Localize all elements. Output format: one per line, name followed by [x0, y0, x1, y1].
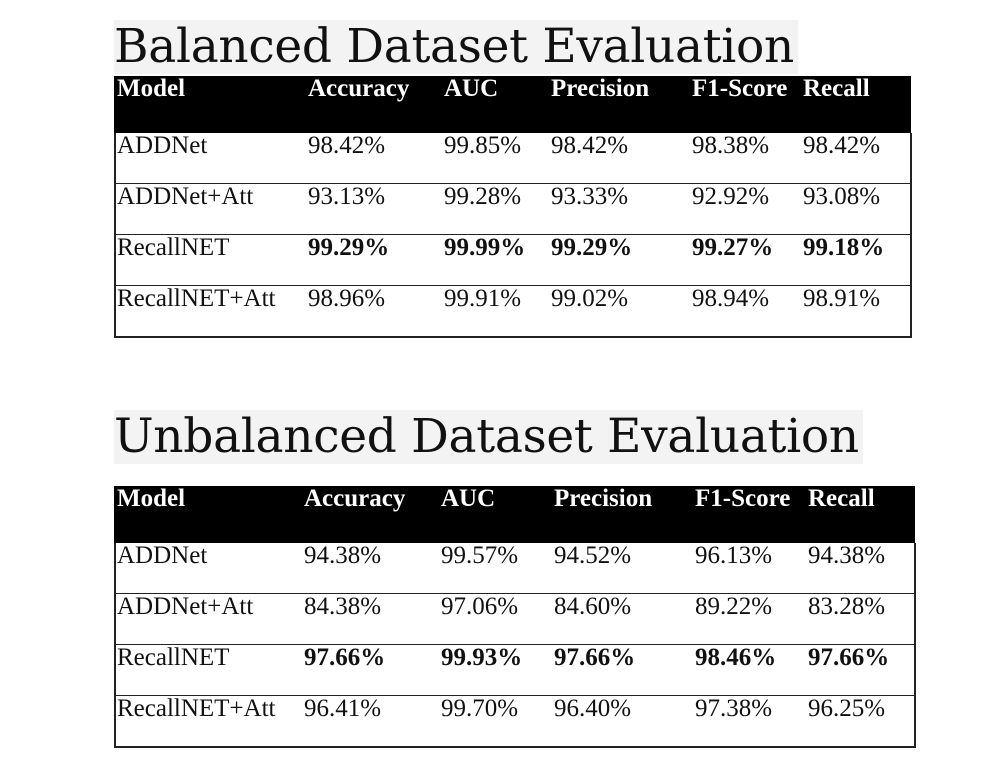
header-f1-score: F1-Score — [694, 486, 807, 543]
table-row: ADDNet 94.38% 99.57% 94.52% 96.13% 94.38… — [114, 542, 916, 594]
cell-precision: 97.66% — [553, 644, 694, 696]
cell-recall: 98.42% — [802, 133, 912, 184]
header-recall: Recall — [807, 486, 915, 543]
cell-precision: 93.33% — [550, 183, 691, 235]
cell-model: ADDNet — [114, 543, 303, 594]
cell-accuracy: 98.96% — [307, 285, 443, 338]
cell-auc: 99.28% — [443, 183, 550, 235]
cell-model: ADDNet — [114, 133, 307, 184]
cell-recall: 98.91% — [802, 285, 912, 338]
header-model: Model — [114, 76, 307, 133]
cell-auc: 99.99% — [443, 234, 550, 286]
cell-accuracy: 98.42% — [308, 132, 386, 159]
balanced-section-title: Balanced Dataset Evaluation — [114, 20, 799, 74]
header-accuracy: Accuracy — [307, 76, 443, 133]
cell-f1: 99.27% — [691, 234, 802, 286]
header-auc: AUC — [440, 486, 553, 543]
cell-recall: 94.38% — [807, 543, 916, 594]
cell-auc: 99.70% — [440, 695, 553, 748]
cell-f1: 96.13% — [695, 542, 773, 569]
unbalanced-evaluation-table: Model Accuracy AUC Precision F1-Score Re… — [114, 486, 916, 748]
table-header-row: Model Accuracy AUC Precision F1-Score Re… — [114, 76, 911, 133]
header-recall: Recall — [802, 76, 911, 133]
cell-precision: 99.29% — [550, 234, 691, 286]
cell-precision: 84.60% — [553, 593, 694, 645]
header-model: Model — [114, 486, 303, 543]
cell-precision: 96.40% — [553, 695, 694, 748]
cell-accuracy: 97.66% — [303, 644, 440, 696]
table-row-best: RecallNET 97.66% 99.93% 97.66% 98.46% 97… — [114, 644, 916, 696]
cell-f1: 98.94% — [691, 285, 802, 338]
cell-accuracy: 84.38% — [303, 593, 440, 645]
cell-auc: 99.91% — [443, 285, 550, 338]
cell-precision: 99.02% — [550, 285, 691, 338]
cell-accuracy: 96.41% — [303, 695, 440, 748]
cell-f1: 98.38% — [692, 132, 770, 159]
table-row: ADDNet+Att 93.13% 99.28% 93.33% 92.92% 9… — [114, 183, 912, 235]
cell-auc: 99.93% — [440, 644, 553, 696]
cell-accuracy: 99.29% — [307, 234, 443, 286]
header-precision: Precision — [553, 486, 694, 543]
header-auc: AUC — [443, 76, 550, 133]
cell-precision: 94.52% — [554, 542, 632, 569]
cell-accuracy: 94.38% — [304, 542, 382, 569]
cell-model: ADDNet+Att — [114, 183, 307, 235]
cell-recall: 96.25% — [807, 695, 916, 748]
cell-model: RecallNET — [114, 644, 303, 696]
cell-accuracy: 93.13% — [307, 183, 443, 235]
table-row: ADDNet+Att 84.38% 97.06% 84.60% 89.22% 8… — [114, 593, 916, 645]
cell-model: RecallNET+Att — [114, 285, 307, 338]
table-row: RecallNET+Att 98.96% 99.91% 99.02% 98.94… — [114, 285, 912, 338]
unbalanced-section-title: Unbalanced Dataset Evaluation — [114, 410, 863, 464]
table-header-row: Model Accuracy AUC Precision F1-Score Re… — [114, 486, 915, 543]
cell-recall: 93.08% — [802, 183, 912, 235]
cell-precision: 98.42% — [551, 132, 629, 159]
cell-f1: 92.92% — [691, 183, 802, 235]
cell-auc: 99.57% — [441, 542, 519, 569]
cell-auc: 97.06% — [440, 593, 553, 645]
cell-f1: 89.22% — [694, 593, 807, 645]
table-row: ADDNet 98.42% 99.85% 98.42% 98.38% 98.42… — [114, 132, 912, 184]
cell-f1: 97.38% — [694, 695, 807, 748]
cell-model: RecallNET — [114, 234, 307, 286]
cell-recall: 97.66% — [807, 644, 916, 696]
table-row: RecallNET+Att 96.41% 99.70% 96.40% 97.38… — [114, 695, 916, 748]
cell-model: ADDNet+Att — [114, 593, 303, 645]
table-row-best: RecallNET 99.29% 99.99% 99.29% 99.27% 99… — [114, 234, 912, 286]
header-accuracy: Accuracy — [303, 486, 440, 543]
cell-recall: 83.28% — [807, 593, 916, 645]
cell-auc: 99.85% — [444, 132, 522, 159]
cell-model: RecallNET+Att — [114, 695, 303, 748]
header-precision: Precision — [550, 76, 691, 133]
cell-f1: 98.46% — [694, 644, 807, 696]
cell-recall: 99.18% — [802, 234, 912, 286]
balanced-evaluation-table: Model Accuracy AUC Precision F1-Score Re… — [114, 76, 912, 338]
header-f1-score: F1-Score — [691, 76, 802, 133]
